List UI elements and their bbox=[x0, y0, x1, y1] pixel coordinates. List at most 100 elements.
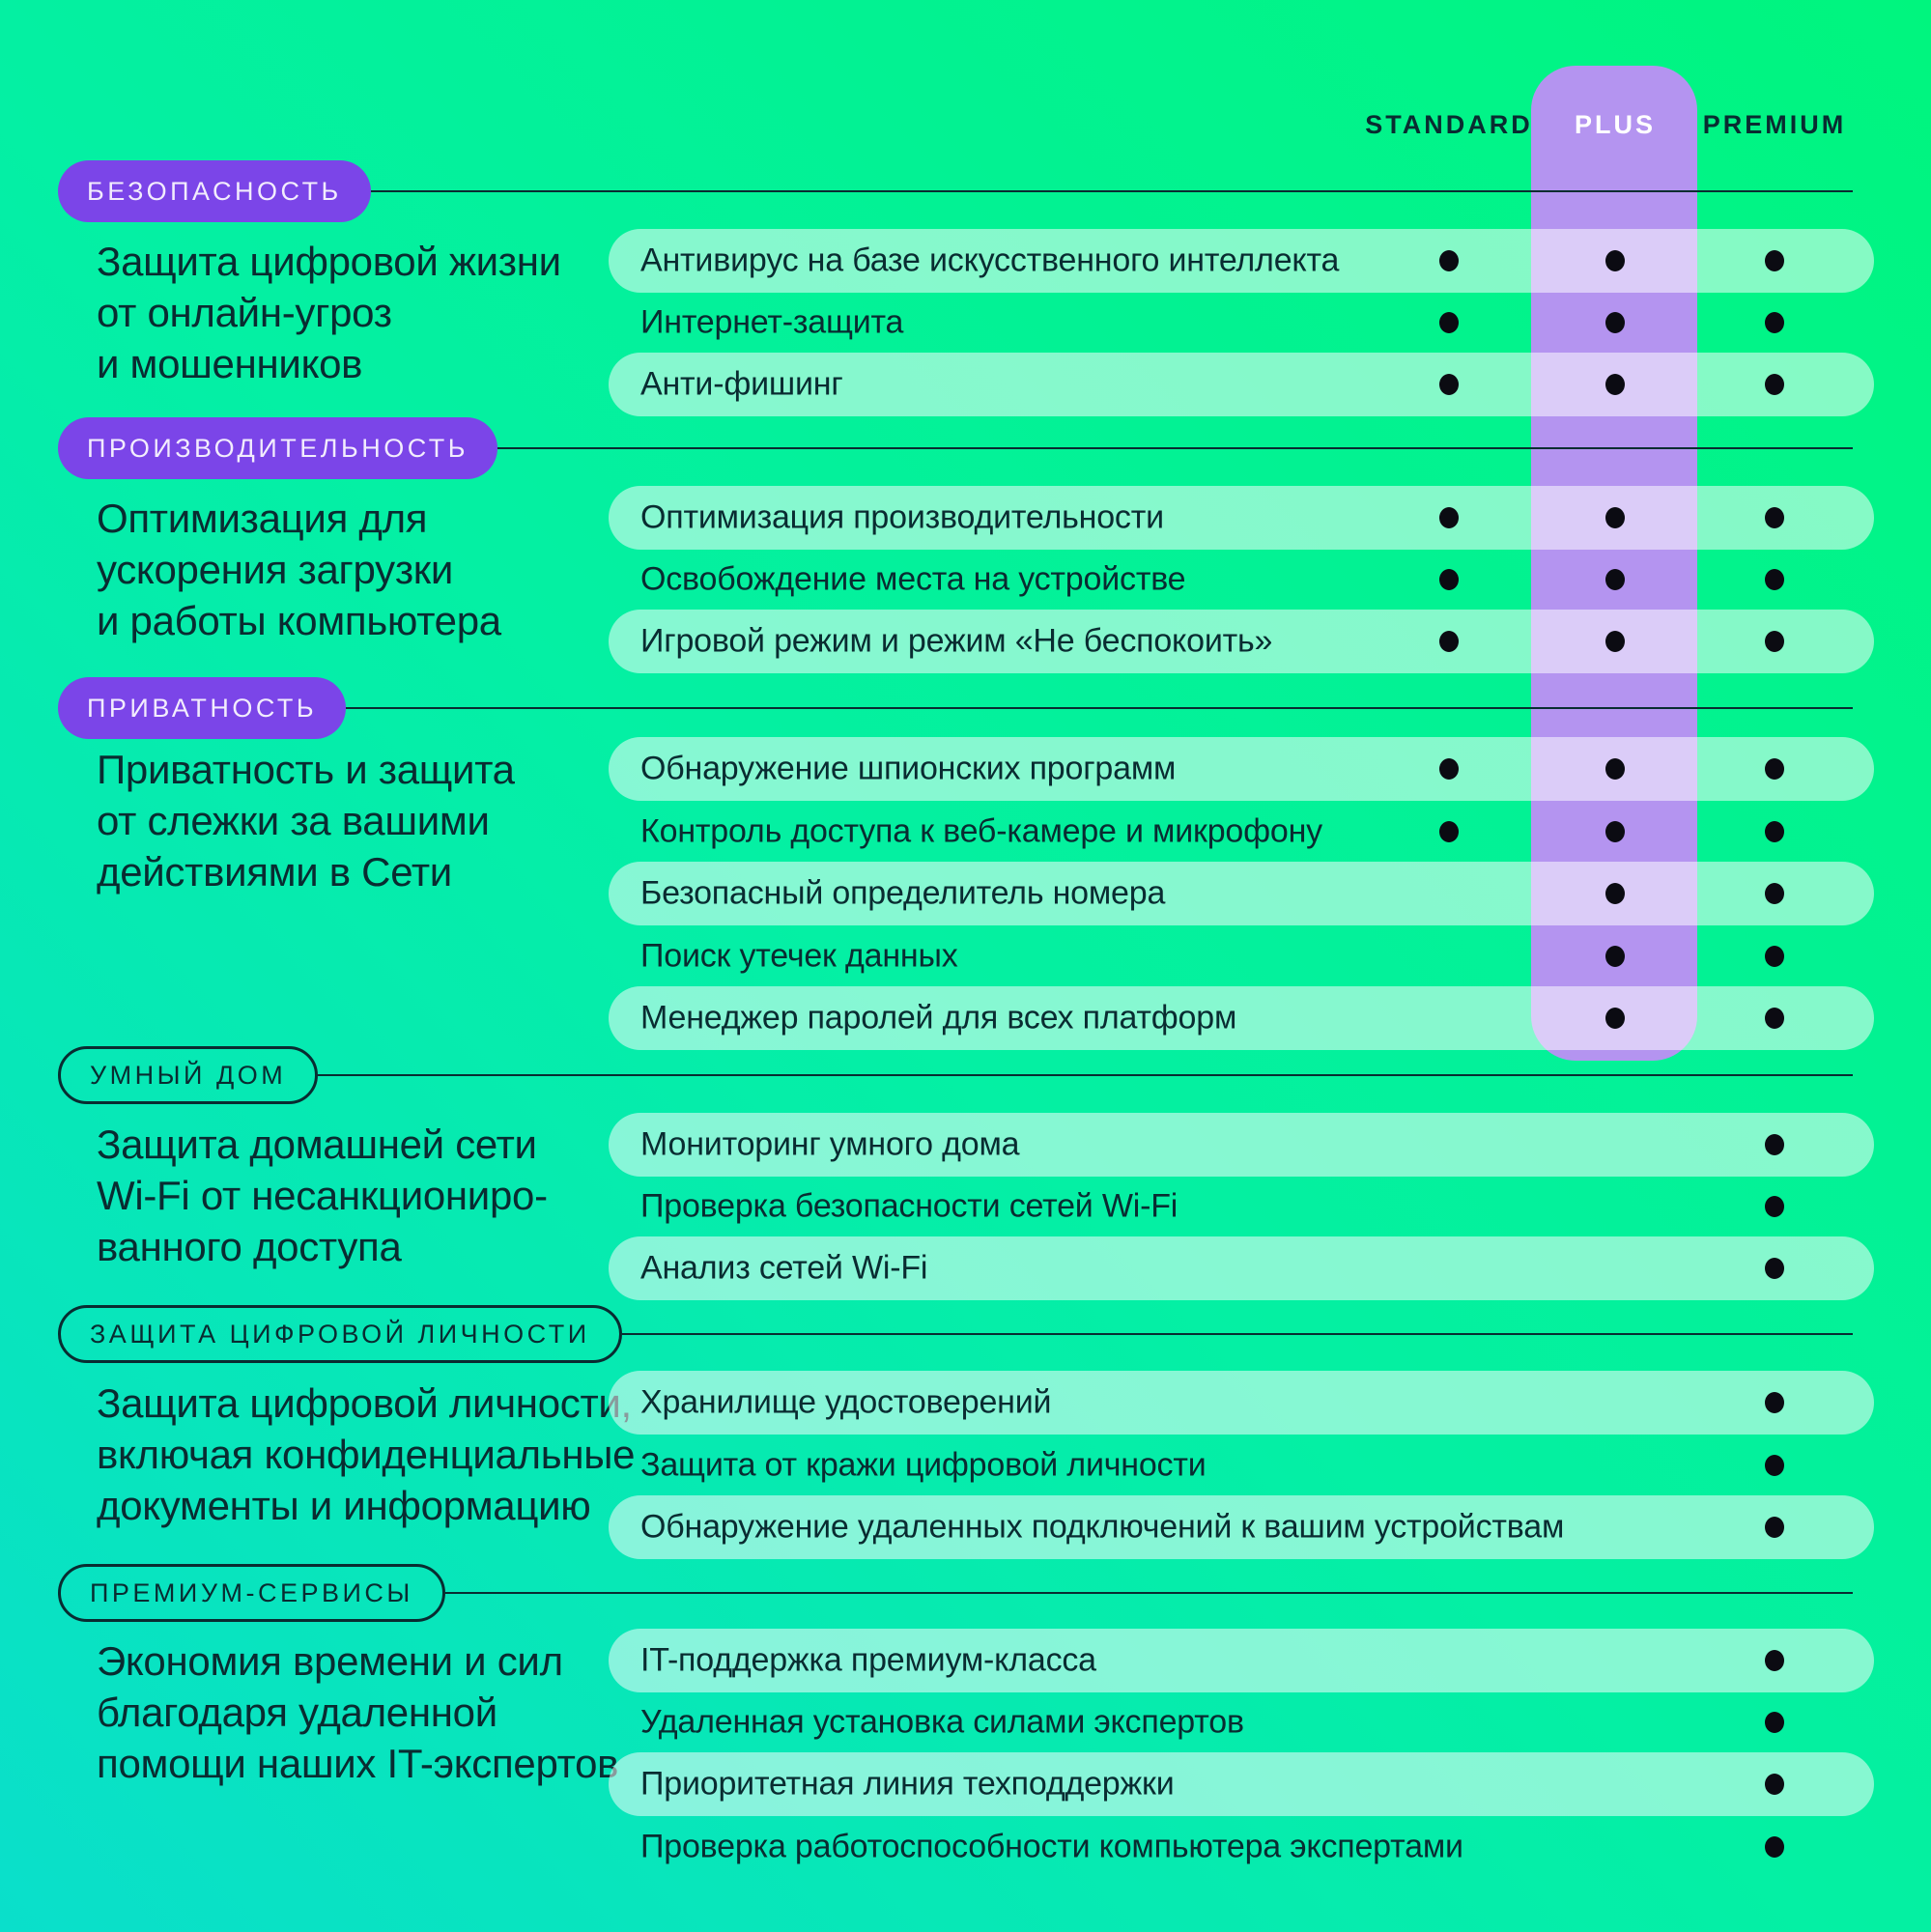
feature-row: IT-поддержка премиум-класса bbox=[609, 1629, 1874, 1692]
premium-dot bbox=[1765, 1836, 1784, 1858]
feature-row: Мониторинг умного дома bbox=[609, 1113, 1874, 1177]
plus-dot bbox=[1605, 374, 1625, 395]
premium-dot bbox=[1765, 374, 1784, 395]
section-badge: ПРЕМИУМ-СЕРВИСЫ bbox=[58, 1564, 445, 1622]
standard-dot bbox=[1439, 250, 1459, 271]
feature-label: Освобождение места на устройстве bbox=[640, 560, 1186, 598]
feature-label: Безопасный определитель номера bbox=[640, 874, 1166, 912]
section-rule bbox=[370, 190, 1853, 192]
section-rule bbox=[318, 1074, 1853, 1076]
premium-dot bbox=[1765, 250, 1784, 271]
feature-row: Анти-фишинг bbox=[609, 353, 1874, 416]
plus-dot bbox=[1605, 1008, 1625, 1029]
feature-label: Интернет-защита bbox=[640, 303, 904, 341]
premium-dot bbox=[1765, 758, 1784, 780]
section-badge: ПРИВАТНОСТЬ bbox=[58, 677, 347, 739]
feature-label: Антивирус на базе искусственного интелле… bbox=[640, 242, 1340, 279]
premium-dot bbox=[1765, 631, 1784, 652]
standard-dot bbox=[1439, 758, 1459, 780]
feature-label: Удаленная установка силами экспертов bbox=[640, 1703, 1244, 1741]
plus-dot bbox=[1605, 631, 1625, 652]
standard-dot bbox=[1439, 374, 1459, 395]
feature-label: Защита от кражи цифровой личности bbox=[640, 1446, 1207, 1484]
section-header-smart-home: УМНЫЙ ДОМ bbox=[58, 1044, 1853, 1106]
feature-row: Контроль доступа к веб-камере и микрофон… bbox=[609, 800, 1874, 864]
section-header-premium-services: ПРЕМИУМ-СЕРВИСЫ bbox=[58, 1562, 1853, 1624]
feature-row: Удаленная установка силами экспертов bbox=[609, 1690, 1874, 1754]
feature-row: Приоритетная линия техподдержки bbox=[609, 1752, 1874, 1816]
premium-dot bbox=[1765, 1455, 1784, 1476]
feature-row: Антивирус на базе искусственного интелле… bbox=[609, 229, 1874, 293]
premium-dot bbox=[1765, 821, 1784, 842]
tier-header-standard: STANDARD bbox=[1365, 110, 1533, 139]
feature-label: Поиск утечек данных bbox=[640, 937, 958, 975]
section-header-performance: ПРОИЗВОДИТЕЛЬНОСТЬ bbox=[58, 417, 1853, 479]
plus-dot bbox=[1605, 821, 1625, 842]
section-description: Защита цифровой жизни от онлайн-угроз и … bbox=[97, 239, 561, 386]
feature-row: Анализ сетей Wi-Fi bbox=[609, 1236, 1874, 1300]
feature-label: Обнаружение удаленных подключений к ваши… bbox=[640, 1508, 1565, 1546]
premium-dot bbox=[1765, 569, 1784, 590]
section-rule bbox=[621, 1333, 1853, 1335]
section-header-identity: ЗАЩИТА ЦИФРОВОЙ ЛИЧНОСТИ bbox=[58, 1303, 1853, 1365]
feature-label: Обнаружение шпионских программ bbox=[640, 750, 1177, 787]
section-badge: ПРОИЗВОДИТЕЛЬНОСТЬ bbox=[58, 417, 498, 479]
plus-dot bbox=[1605, 758, 1625, 780]
feature-label: IT-поддержка премиум-класса bbox=[640, 1641, 1096, 1679]
section-rule bbox=[444, 1592, 1853, 1594]
section-badge: ЗАЩИТА ЦИФРОВОЙ ЛИЧНОСТИ bbox=[58, 1305, 622, 1363]
feature-label: Приоритетная линия техподдержки bbox=[640, 1765, 1175, 1803]
feature-row: Освобождение места на устройстве bbox=[609, 548, 1874, 611]
tier-header-plus: PLUS bbox=[1574, 110, 1657, 139]
premium-dot bbox=[1765, 1258, 1784, 1279]
feature-row: Поиск утечек данных bbox=[609, 924, 1874, 988]
section-badge: УМНЫЙ ДОМ bbox=[58, 1046, 319, 1104]
section-description: Защита домашней сети Wi-Fi от несанкцион… bbox=[97, 1122, 548, 1269]
section-description: Защита цифровой личности, включая конфид… bbox=[97, 1380, 636, 1528]
feature-label: Мониторинг умного дома bbox=[640, 1125, 1020, 1163]
premium-dot bbox=[1765, 1134, 1784, 1155]
standard-dot bbox=[1439, 569, 1459, 590]
feature-row: Защита от кражи цифровой личности bbox=[609, 1434, 1874, 1497]
feature-row: Обнаружение шпионских программ bbox=[609, 737, 1874, 801]
feature-row: Менеджер паролей для всех платформ bbox=[609, 986, 1874, 1050]
section-rule bbox=[346, 707, 1853, 709]
feature-row: Игровой режим и режим «Не беспокоить» bbox=[609, 610, 1874, 673]
standard-dot bbox=[1439, 507, 1459, 528]
feature-label: Менеджер паролей для всех платформ bbox=[640, 999, 1237, 1037]
premium-dot bbox=[1765, 1008, 1784, 1029]
feature-label: Игровой режим и режим «Не беспокоить» bbox=[640, 622, 1273, 660]
feature-row: Проверка безопасности сетей Wi-Fi bbox=[609, 1175, 1874, 1238]
section-rule bbox=[497, 447, 1853, 449]
premium-dot bbox=[1765, 312, 1784, 333]
feature-label: Контроль доступа к веб-камере и микрофон… bbox=[640, 812, 1322, 850]
section-header-security: БЕЗОПАСНОСТЬ bbox=[58, 160, 1853, 222]
plus-dot bbox=[1605, 250, 1625, 271]
feature-row: Безопасный определитель номера bbox=[609, 862, 1874, 925]
feature-row: Проверка работоспособности компьютера эк… bbox=[609, 1815, 1874, 1879]
premium-dot bbox=[1765, 507, 1784, 528]
feature-label: Проверка безопасности сетей Wi-Fi bbox=[640, 1187, 1178, 1225]
section-description: Приватность и защита от слежки за вашими… bbox=[97, 747, 515, 895]
premium-dot bbox=[1765, 1712, 1784, 1733]
standard-dot bbox=[1439, 821, 1459, 842]
premium-dot bbox=[1765, 1392, 1784, 1413]
feature-label: Проверка работоспособности компьютера эк… bbox=[640, 1828, 1463, 1865]
feature-row: Интернет-защита bbox=[609, 291, 1874, 355]
feature-label: Анализ сетей Wi-Fi bbox=[640, 1249, 928, 1287]
premium-dot bbox=[1765, 1196, 1784, 1217]
premium-dot bbox=[1765, 883, 1784, 904]
standard-dot bbox=[1439, 312, 1459, 333]
section-header-privacy: ПРИВАТНОСТЬ bbox=[58, 677, 1853, 739]
section-description: Экономия времени и сил благодаря удаленн… bbox=[97, 1638, 619, 1786]
feature-label: Оптимизация производительности bbox=[640, 498, 1164, 536]
tier-header-premium: PREMIUM bbox=[1702, 110, 1847, 139]
premium-dot bbox=[1765, 1774, 1784, 1795]
plus-dot bbox=[1605, 507, 1625, 528]
feature-row: Оптимизация производительности bbox=[609, 486, 1874, 550]
standard-dot bbox=[1439, 631, 1459, 652]
section-badge: БЕЗОПАСНОСТЬ bbox=[58, 160, 371, 222]
premium-dot bbox=[1765, 946, 1784, 967]
premium-dot bbox=[1765, 1517, 1784, 1538]
feature-row: Обнаружение удаленных подключений к ваши… bbox=[609, 1495, 1874, 1559]
